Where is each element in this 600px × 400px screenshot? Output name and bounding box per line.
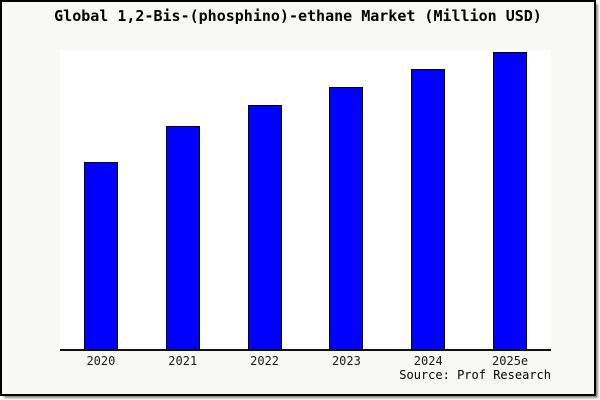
bar-2020 xyxy=(83,161,118,349)
x-tick-label-2021: 2021 xyxy=(168,354,198,368)
x-tick-label-2020: 2020 xyxy=(86,354,116,368)
x-tick-label-2022: 2022 xyxy=(250,354,280,368)
chart-title: Global 1,2-Bis-(phosphino)-ethane Market… xyxy=(54,7,542,25)
plot-area xyxy=(60,50,551,351)
x-tick-label-2023: 2023 xyxy=(331,354,361,368)
bar-2022 xyxy=(247,105,282,349)
x-tick-label-2024: 2024 xyxy=(413,354,443,368)
source-label: Source: Prof Research xyxy=(399,368,551,382)
bar-2025e xyxy=(493,51,528,349)
bar-2023 xyxy=(329,87,364,349)
x-tick-label-2025e: 2025e xyxy=(492,354,529,368)
x-axis-labels: 2020 2021 2022 2023 2024 2025e xyxy=(60,354,551,368)
bar-2021 xyxy=(165,125,200,349)
bar-2024 xyxy=(411,69,446,349)
